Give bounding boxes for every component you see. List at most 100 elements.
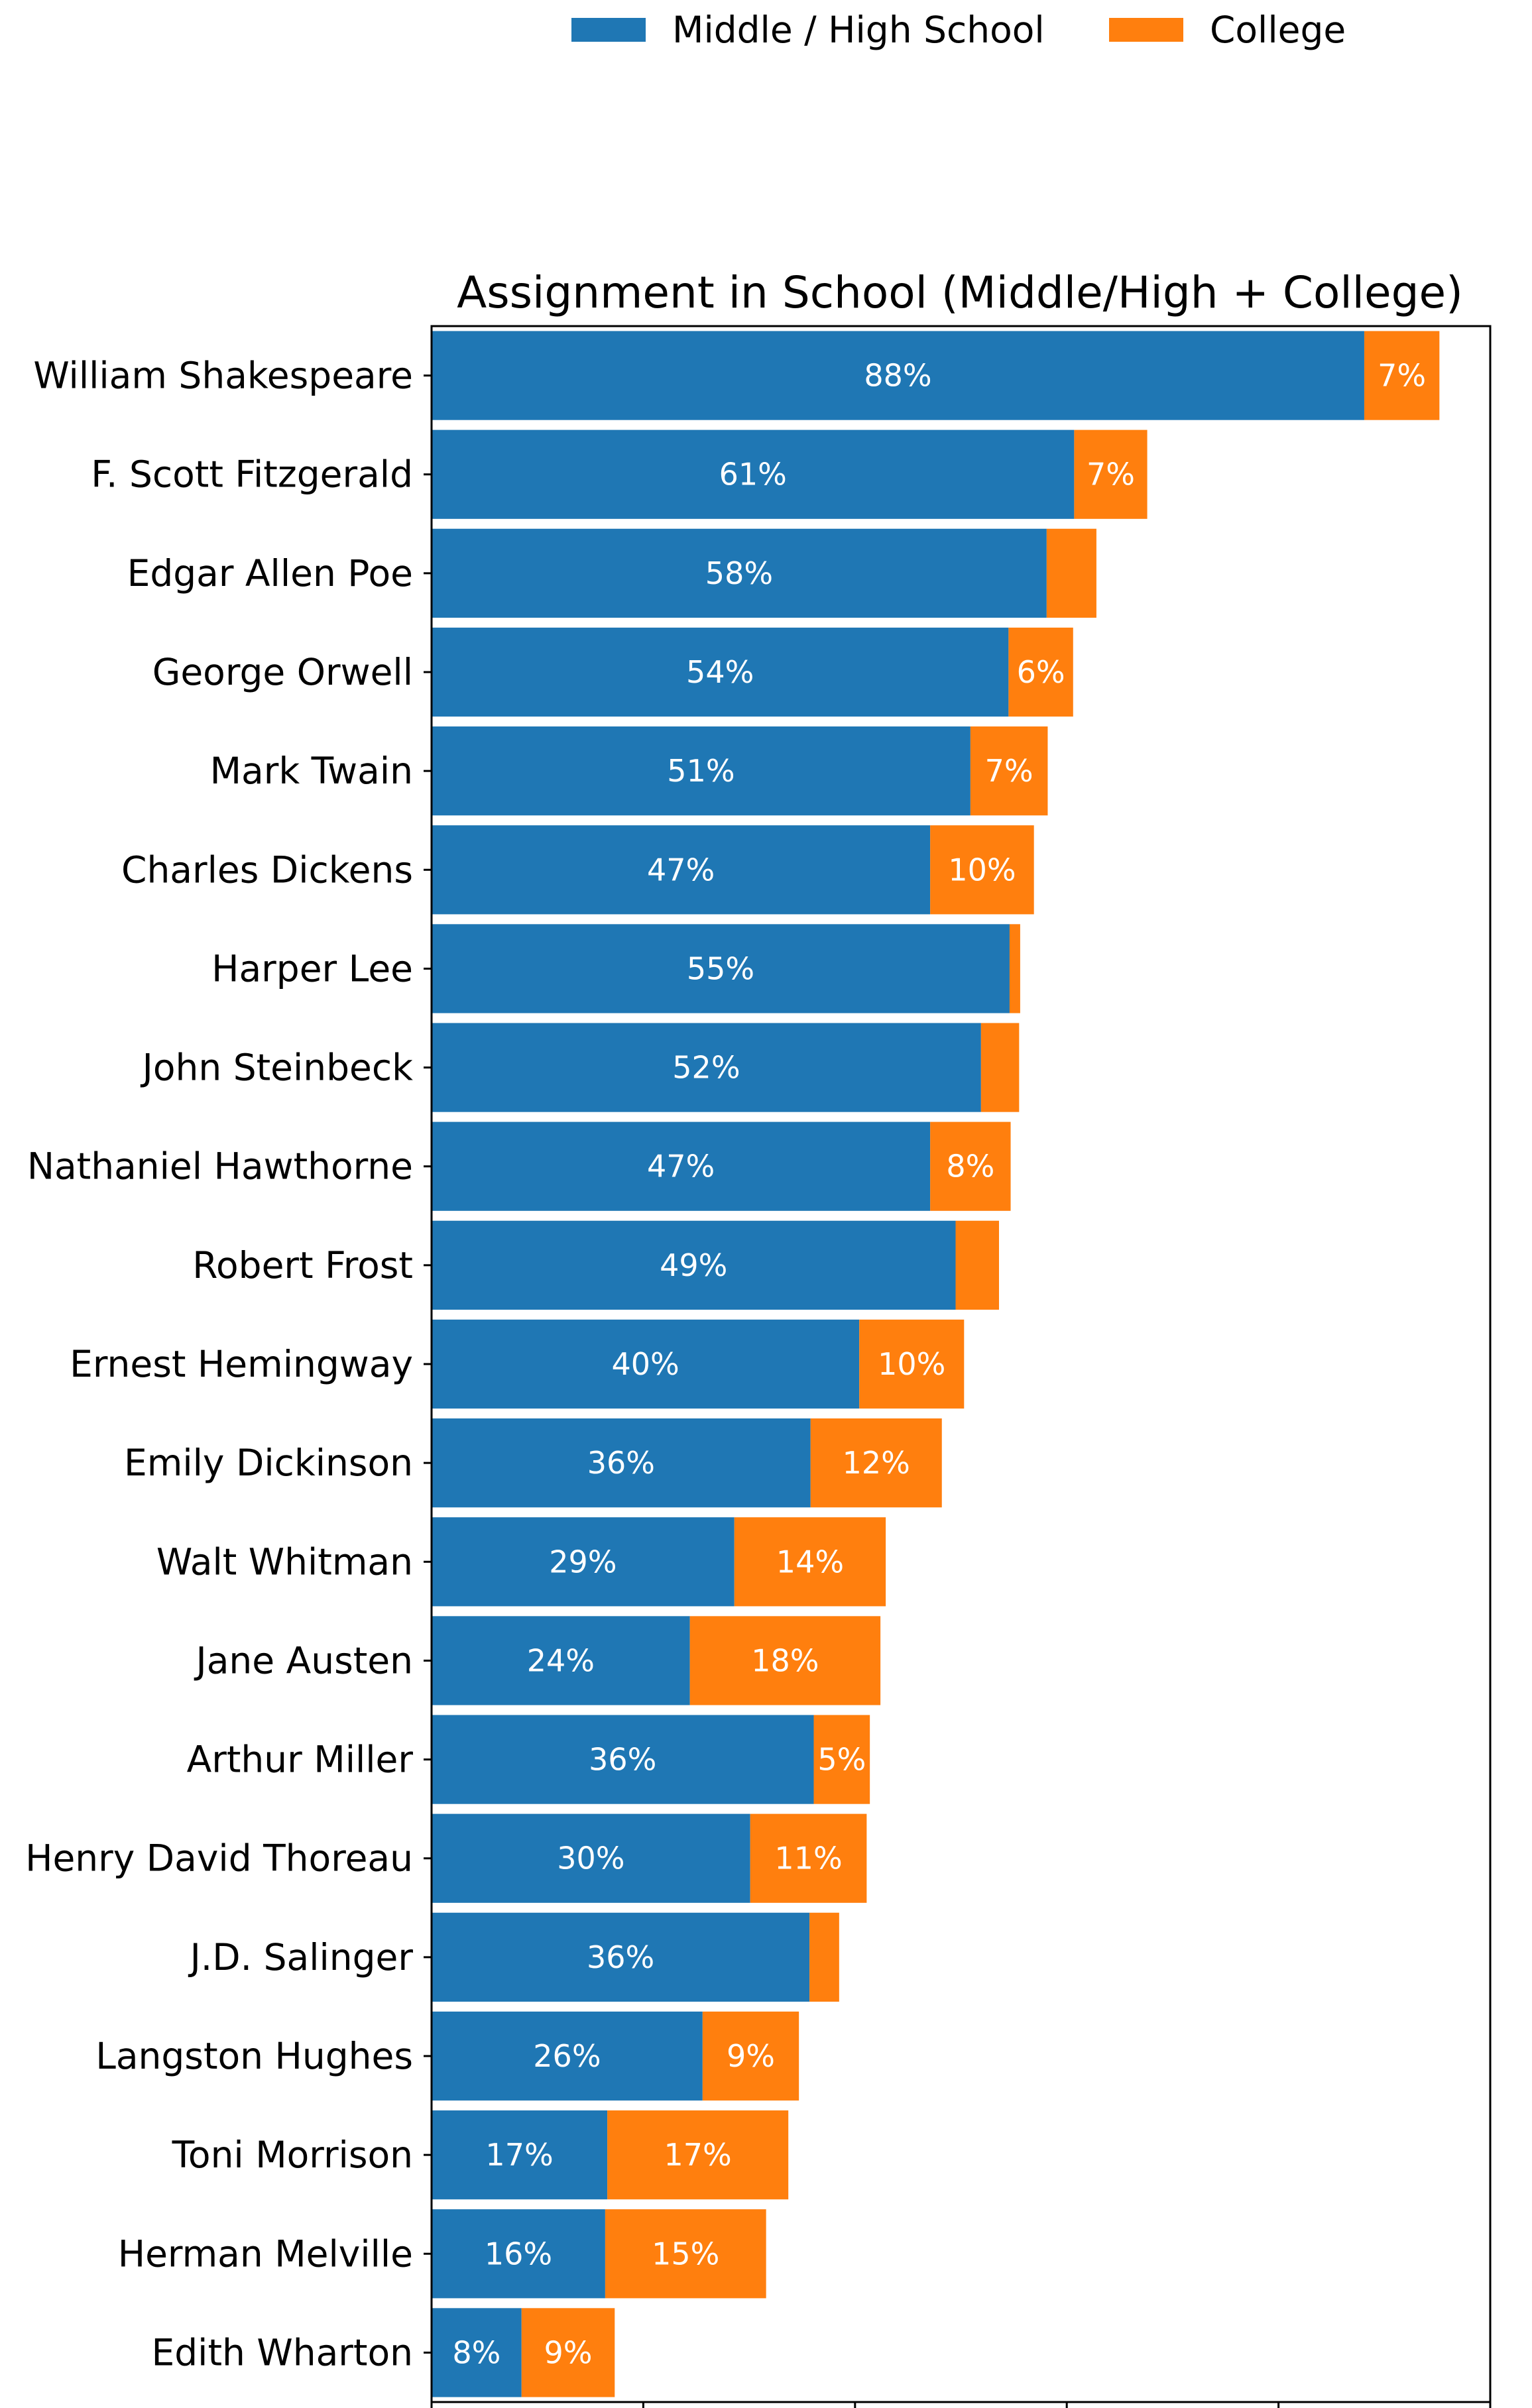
y-tick-label-john-steinbeck: John Steinbeck [141,1047,414,1089]
data-label-college-nathaniel-hawthorne: 8% [946,1149,994,1184]
bar-middle-high-school-walt-whitman [432,1517,735,1607]
data-label-middle-high-school-robert-frost: 49% [660,1247,727,1283]
bar-middle-high-school-jane-austen [432,1616,690,1705]
y-tick-label-jane-austen: Jane Austen [194,1639,413,1682]
data-label-middle-high-school-charles-dickens: 47% [647,852,715,888]
bar-middle-high-school-ernest-hemingway [432,1319,860,1409]
data-label-middle-high-school-j-d-salinger: 36% [587,1939,654,1975]
data-label-middle-high-school-henry-david-thoreau: 30% [557,1841,624,1876]
y-tick-label-mark-twain: Mark Twain [210,750,413,792]
data-label-middle-high-school-jane-austen: 24% [527,1642,595,1678]
bar-college-nathaniel-hawthorne [930,1121,1011,1211]
data-label-middle-high-school-ernest-hemingway: 40% [611,1346,679,1382]
bar-labels: 88% 7% 61% 7% 58% 54% 6% 51% 7% 47% 10% 55% 52% 47% 8%… [452,358,1426,2371]
bar-middle-high-school-nathaniel-hawthorne [432,1121,931,1211]
bar-college-langston-hughes [702,2011,799,2101]
legend: Middle / High School College [571,9,1346,51]
data-label-college-f-scott-fitzgerald: 7% [1087,457,1135,492]
data-label-college-george-orwell: 6% [1017,654,1065,690]
bar-middle-high-school-toni-morrison [432,2110,608,2200]
data-label-middle-high-school-arthur-miller: 36% [589,1742,656,1778]
bar-college-henry-david-thoreau [750,1813,867,1903]
data-label-college-walt-whitman: 14% [776,1544,844,1579]
y-tick-label-toni-morrison: Toni Morrison [172,2134,413,2176]
bar-college-ernest-hemingway [859,1319,965,1409]
bar-college-herman-melville [605,2209,766,2299]
bar-college-walt-whitman [734,1517,886,1607]
bar-middle-high-school-john-steinbeck [432,1023,981,1112]
bar-college-toni-morrison [607,2110,789,2200]
data-label-middle-high-school-herman-melville: 16% [485,2236,552,2271]
data-label-college-arthur-miller: 5% [817,1742,866,1778]
data-label-middle-high-school-langston-hughes: 26% [533,2038,601,2074]
data-label-college-ernest-hemingway: 10% [878,1346,945,1382]
data-label-college-herman-melville: 15% [652,2236,719,2271]
bar-middle-high-school-edith-wharton [432,2308,522,2397]
data-label-college-william-shakespeare: 7% [1378,358,1426,394]
y-tick-label-walt-whitman: Walt Whitman [156,1540,413,1583]
bar-middle-high-school-william-shakespeare [432,331,1364,420]
bar-middle-high-school-j-d-salinger [432,1912,810,2002]
bar-college-george-orwell [1008,627,1073,717]
bar-college-robert-frost [955,1220,999,1310]
data-label-middle-high-school-harper-lee: 55% [687,950,754,986]
data-label-middle-high-school-walt-whitman: 29% [549,1544,617,1579]
bar-middle-high-school-charles-dickens [432,825,931,915]
legend-swatch-college [1109,18,1183,42]
bar-middle-high-school-emily-dickinson [432,1418,811,1508]
data-label-college-jane-austen: 18% [751,1642,819,1678]
plot-frame [430,325,1492,2403]
y-tick-label-nathaniel-hawthorne: Nathaniel Hawthorne [27,1145,413,1188]
bar-college-mark-twain [970,726,1048,816]
bar-college-harper-lee [1009,924,1020,1013]
data-label-college-charles-dickens: 10% [948,852,1016,888]
bar-middle-high-school-robert-frost [432,1220,956,1310]
data-label-college-emily-dickinson: 12% [843,1445,910,1481]
data-label-middle-high-school-john-steinbeck: 52% [672,1050,740,1086]
y-tick-label-robert-frost: Robert Frost [192,1244,413,1287]
legend-swatch-middle-high-school [571,18,646,42]
bar-college-f-scott-fitzgerald [1074,430,1148,519]
data-label-middle-high-school-emily-dickinson: 36% [587,1445,655,1481]
y-tick-label-edgar-allen-poe: Edgar Allen Poe [127,552,413,595]
bar-middle-high-school-george-orwell [432,627,1009,717]
legend-label-college: College [1210,9,1346,51]
data-label-middle-high-school-mark-twain: 51% [667,753,735,789]
y-tick-label-emily-dickinson: Emily Dickinson [124,1442,413,1484]
data-label-middle-high-school-toni-morrison: 17% [485,2137,553,2173]
y-tick-label-charles-dickens: Charles Dickens [121,848,413,891]
bar-college-jane-austen [689,1616,881,1705]
x-axis: 0.00.20.40.60.81.0 [430,2402,1492,2408]
data-label-middle-high-school-nathaniel-hawthorne: 47% [647,1149,715,1184]
bar-middle-high-school-mark-twain [432,726,971,816]
y-tick-label-j-d-salinger: J.D. Salinger [188,1936,414,1978]
data-label-college-langston-hughes: 9% [727,2038,775,2074]
y-tick-label-henry-david-thoreau: Henry David Thoreau [25,1837,413,1880]
bars [432,331,1440,2397]
bar-middle-high-school-langston-hughes [432,2011,703,2101]
bar-middle-high-school-harper-lee [432,924,1010,1013]
data-label-college-mark-twain: 7% [985,753,1033,789]
bar-middle-high-school-f-scott-fitzgerald [432,430,1075,519]
chart-title: Assignment in School (Middle/High + Coll… [457,267,1463,318]
bar-college-edgar-allen-poe [1046,528,1096,618]
data-label-college-edith-wharton: 9% [544,2334,593,2370]
y-tick-label-langston-hughes: Langston Hughes [95,2035,413,2077]
data-label-middle-high-school-edith-wharton: 8% [452,2334,501,2370]
bar-college-edith-wharton [521,2308,615,2397]
bar-middle-high-school-arthur-miller [432,1715,814,1804]
legend-label-middle-high-school: Middle / High School [672,9,1045,51]
y-axis: William Shakespeare F. Scott Fitzgerald Ed… [25,355,432,2374]
y-tick-label-f-scott-fitzgerald: F. Scott Fitzgerald [91,453,413,496]
bar-college-j-d-salinger [809,1912,839,2002]
bar-college-charles-dickens [930,825,1034,915]
bar-middle-high-school-henry-david-thoreau [432,1813,750,1903]
y-tick-label-herman-melville: Herman Melville [118,2232,413,2275]
data-label-middle-high-school-william-shakespeare: 88% [864,358,931,394]
bar-middle-high-school-edgar-allen-poe [432,528,1047,618]
y-tick-label-harper-lee: Harper Lee [211,947,413,990]
y-tick-label-edith-wharton: Edith Wharton [152,2331,413,2374]
y-tick-label-arthur-miller: Arthur Miller [187,1739,414,1781]
y-tick-label-ernest-hemingway: Ernest Hemingway [70,1343,413,1385]
